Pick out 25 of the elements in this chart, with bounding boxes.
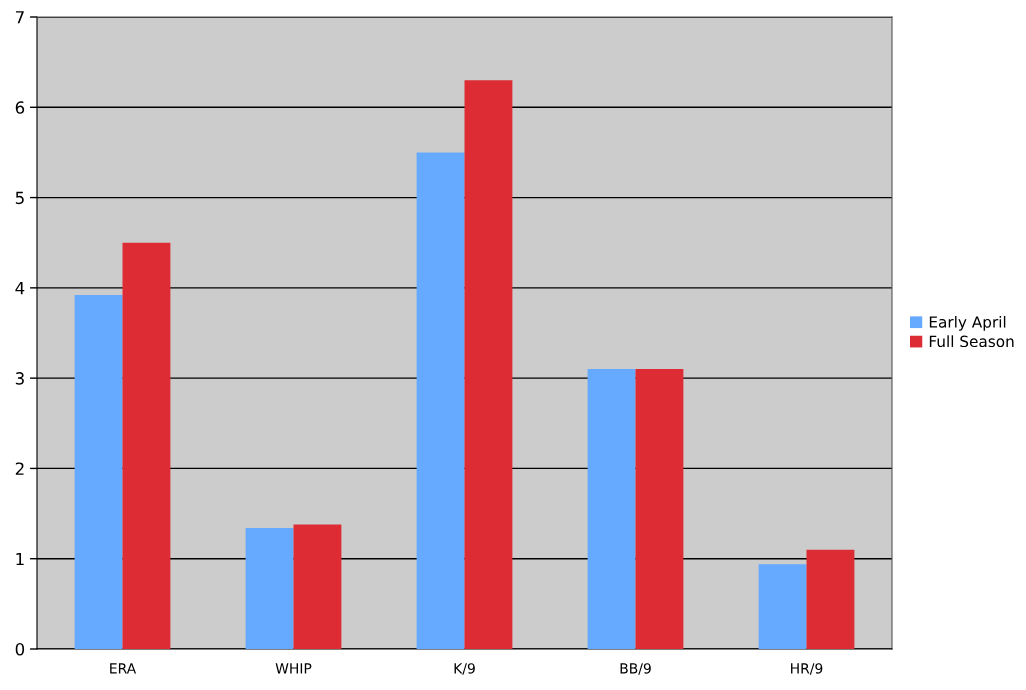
bar <box>74 295 123 649</box>
y-tick-label: 6 <box>15 101 25 114</box>
bar <box>464 80 513 649</box>
legend-label: Full Season <box>929 335 1014 348</box>
x-tick-label: WHIP <box>275 663 312 674</box>
y-tick-label: 1 <box>16 552 24 566</box>
bar <box>806 549 855 649</box>
bar <box>122 242 171 649</box>
legend-label: Early April <box>929 315 1006 331</box>
y-tick-label: 4 <box>15 282 25 295</box>
bar <box>293 524 342 649</box>
y-tick-label: 7 <box>15 11 24 24</box>
bar <box>416 152 465 649</box>
y-tick-label: 2 <box>15 462 24 475</box>
bar <box>635 369 684 649</box>
y-tick-label: 0 <box>15 642 25 656</box>
x-tick-label: ERA <box>110 663 137 674</box>
x-tick-label: K/9 <box>454 663 475 675</box>
y-tick-label: 5 <box>15 191 24 205</box>
x-tick-label: HR/9 <box>791 663 823 675</box>
x-tick-label: BB/9 <box>620 663 651 675</box>
bar <box>245 528 294 649</box>
y-tick-label: 3 <box>15 372 24 385</box>
bar <box>758 564 807 649</box>
bar <box>587 369 636 649</box>
